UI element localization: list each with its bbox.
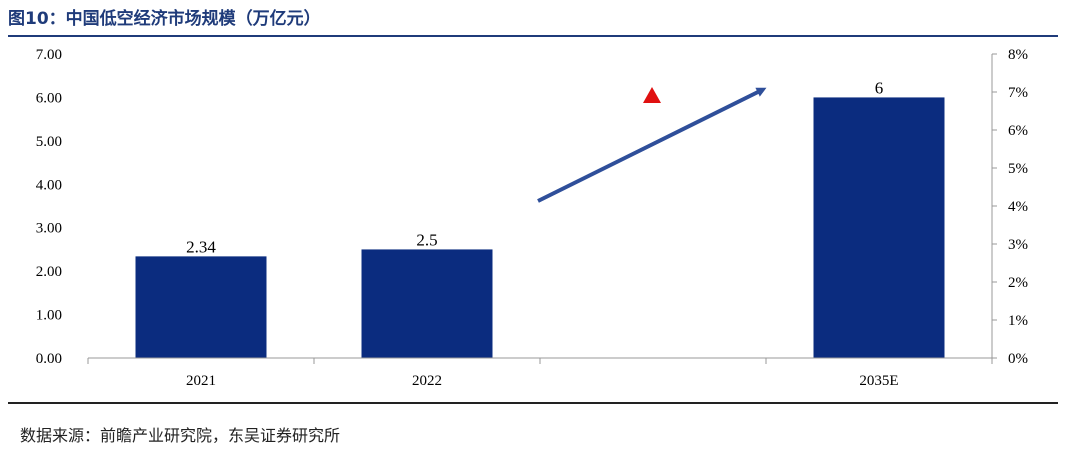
x-axis: 2021 2022 2035E [87,357,993,389]
data-label: 2.5 [416,230,437,249]
y2-tick-label: 2% [1008,275,1028,291]
bar [813,97,945,358]
y-tick-label: 6.00 [36,90,62,106]
y2-tick-label: 8% [1008,47,1028,63]
growth-arrow [537,87,767,203]
y2-tick-label: 3% [1008,237,1028,253]
data-label: 2.34 [186,237,216,256]
chart-title: 图10：中国低空经济市场规模（万亿元） [8,9,321,29]
y2-tick-label: 1% [1008,313,1028,329]
y2-tick-label: 7% [1008,85,1028,101]
footer-divider [8,402,1058,404]
x-tick-label: 2035E [859,373,898,389]
bar-series: 2.34 2.5 6 [135,78,945,358]
y-tick-label: 1.00 [36,308,62,324]
y2-tick-label: 5% [1008,161,1028,177]
x-tick-label: 2022 [412,373,442,389]
y2-tick-label: 6% [1008,123,1028,139]
annotations [537,87,767,203]
y-tick-label: 0.00 [36,351,62,367]
y2-tick-label: 4% [1008,199,1028,215]
data-label: 6 [875,78,884,97]
y-tick-label: 5.00 [36,134,62,150]
title-divider [8,35,1058,37]
y-tick-label: 3.00 [36,221,62,237]
triangle-marker [643,87,661,103]
y-tick-label: 2.00 [36,264,62,280]
source-note: 数据来源：前瞻产业研究院，东吴证券研究所 [20,426,341,445]
bar [135,256,267,358]
y2-tick-label: 0% [1008,351,1028,367]
y-tick-label: 7.00 [36,47,62,63]
y-tick-label: 4.00 [36,177,62,193]
y-axis-right: 0% 1% 2% 3% 4% 5% 6% 7% 8% [991,47,1028,367]
y-axis-left: 0.00 1.00 2.00 3.00 4.00 5.00 6.00 7.00 [36,47,62,367]
bar [361,249,493,358]
x-tick-label: 2021 [186,373,216,389]
